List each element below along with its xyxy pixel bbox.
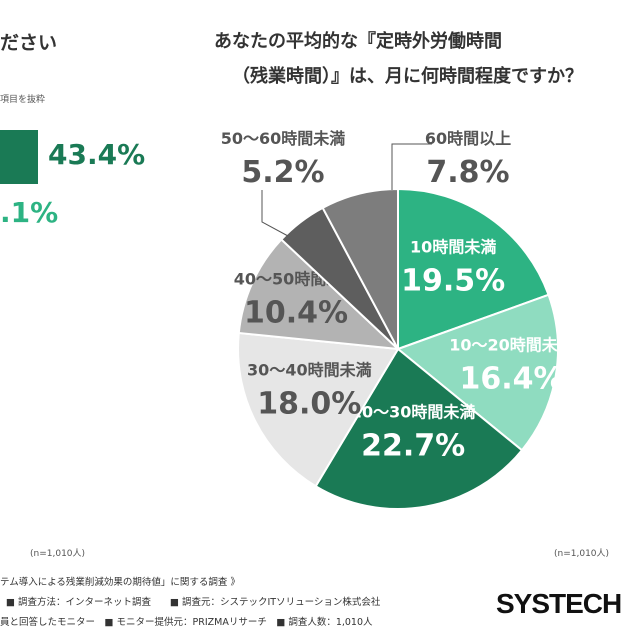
pie-slice-10-20 <box>395 293 559 452</box>
pie-slice-30-40 <box>237 331 400 488</box>
slice-value-label: 7.8% <box>426 155 509 190</box>
left-chart-value-1: 43.4% <box>48 138 146 171</box>
slice-value-label: 19.5% <box>401 263 505 298</box>
footer-survey-provider: 員と回答したモニター ■ モニター提供元：PRIZMAリサーチ ■ 調査人数：1… <box>0 617 373 628</box>
pie-slice-10 <box>397 187 550 351</box>
slice-value-label: 22.7% <box>361 429 465 464</box>
slice-category-label: 50〜60時間未満 <box>221 129 346 148</box>
slice-category-label: 60時間以上 <box>425 129 511 148</box>
slice-category-label: 30〜40時間未満 <box>247 360 372 379</box>
slice-category-label: 10〜20時間未満 <box>449 335 574 354</box>
left-chart-note-fragment: 項目を抜粋 <box>0 95 46 105</box>
slice-value-label: 5.2% <box>241 155 324 190</box>
slice-category-label: 10時間未満 <box>410 237 496 256</box>
left-chart-bar <box>0 130 38 184</box>
leader-line-60 <box>391 143 432 190</box>
chart-title-line-1: あなたの平均的な『定時外労働時間 <box>214 31 502 52</box>
left-chart-title-fragment: ださい <box>0 32 58 54</box>
slice-value-label: 18.0% <box>257 386 361 421</box>
footer-survey-title: テム導入による残業削減効果の期待値」に関する調査 》 <box>0 577 240 588</box>
slice-value-label: 10.4% <box>244 296 348 331</box>
sample-size-left: (n=1,010人) <box>30 549 86 559</box>
systech-logo: SYSTECH <box>496 588 622 619</box>
left-chart-value-2: .1% <box>0 196 59 229</box>
pie-slice-20-30 <box>314 347 524 510</box>
slice-value-label: 16.4% <box>460 361 564 396</box>
slice-category-label: 20〜30時間未満 <box>351 403 476 422</box>
pie-slice-40-50 <box>237 238 401 351</box>
leader-line-50-60 <box>261 190 289 237</box>
chart-title-line-2: （残業時間）』は、月に何時間程度ですか？ <box>232 66 583 87</box>
sample-size-right: (n=1,010人) <box>554 549 610 559</box>
footer-survey-method: ■ 調査方法：インターネット調査 ■ 調査元：システックITソリューション株式会… <box>6 597 381 608</box>
pie-slice-60 <box>321 187 399 350</box>
